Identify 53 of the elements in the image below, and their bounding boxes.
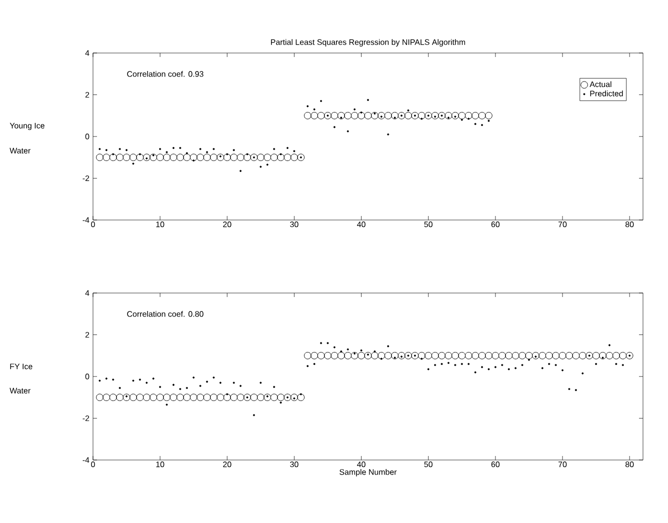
point bbox=[96, 154, 104, 162]
point bbox=[244, 154, 251, 162]
point bbox=[156, 154, 164, 162]
point bbox=[136, 154, 144, 162]
point bbox=[485, 112, 492, 120]
point bbox=[418, 112, 426, 120]
point bbox=[344, 112, 352, 120]
point bbox=[371, 112, 378, 120]
point bbox=[143, 154, 150, 162]
point bbox=[472, 112, 479, 120]
point bbox=[130, 154, 137, 162]
point bbox=[358, 112, 365, 120]
point bbox=[330, 112, 338, 120]
point bbox=[452, 112, 459, 120]
point bbox=[150, 154, 158, 162]
point bbox=[270, 154, 278, 162]
point bbox=[190, 154, 198, 162]
point bbox=[183, 154, 191, 162]
point bbox=[364, 112, 372, 120]
point bbox=[170, 154, 178, 162]
point bbox=[216, 154, 224, 162]
point bbox=[350, 112, 358, 120]
point bbox=[284, 154, 292, 162]
point bbox=[163, 154, 170, 162]
point bbox=[109, 154, 117, 162]
point bbox=[431, 112, 439, 120]
point bbox=[464, 112, 472, 120]
point bbox=[478, 112, 486, 120]
point bbox=[317, 112, 325, 120]
point bbox=[391, 112, 398, 120]
point bbox=[236, 154, 244, 162]
point bbox=[277, 154, 284, 162]
point bbox=[297, 154, 305, 162]
point bbox=[384, 112, 392, 120]
point bbox=[102, 154, 110, 162]
point bbox=[378, 112, 386, 120]
point bbox=[210, 154, 218, 162]
point bbox=[196, 154, 204, 162]
point bbox=[338, 112, 345, 120]
point bbox=[122, 154, 130, 162]
point bbox=[230, 154, 238, 162]
point bbox=[444, 112, 452, 120]
point bbox=[404, 112, 412, 120]
point bbox=[176, 154, 184, 162]
point bbox=[304, 112, 312, 120]
point bbox=[310, 112, 318, 120]
point bbox=[290, 154, 298, 162]
point bbox=[264, 154, 272, 162]
point bbox=[116, 154, 124, 162]
point bbox=[203, 154, 211, 162]
point bbox=[458, 112, 466, 120]
point bbox=[257, 154, 264, 162]
point bbox=[223, 154, 231, 162]
